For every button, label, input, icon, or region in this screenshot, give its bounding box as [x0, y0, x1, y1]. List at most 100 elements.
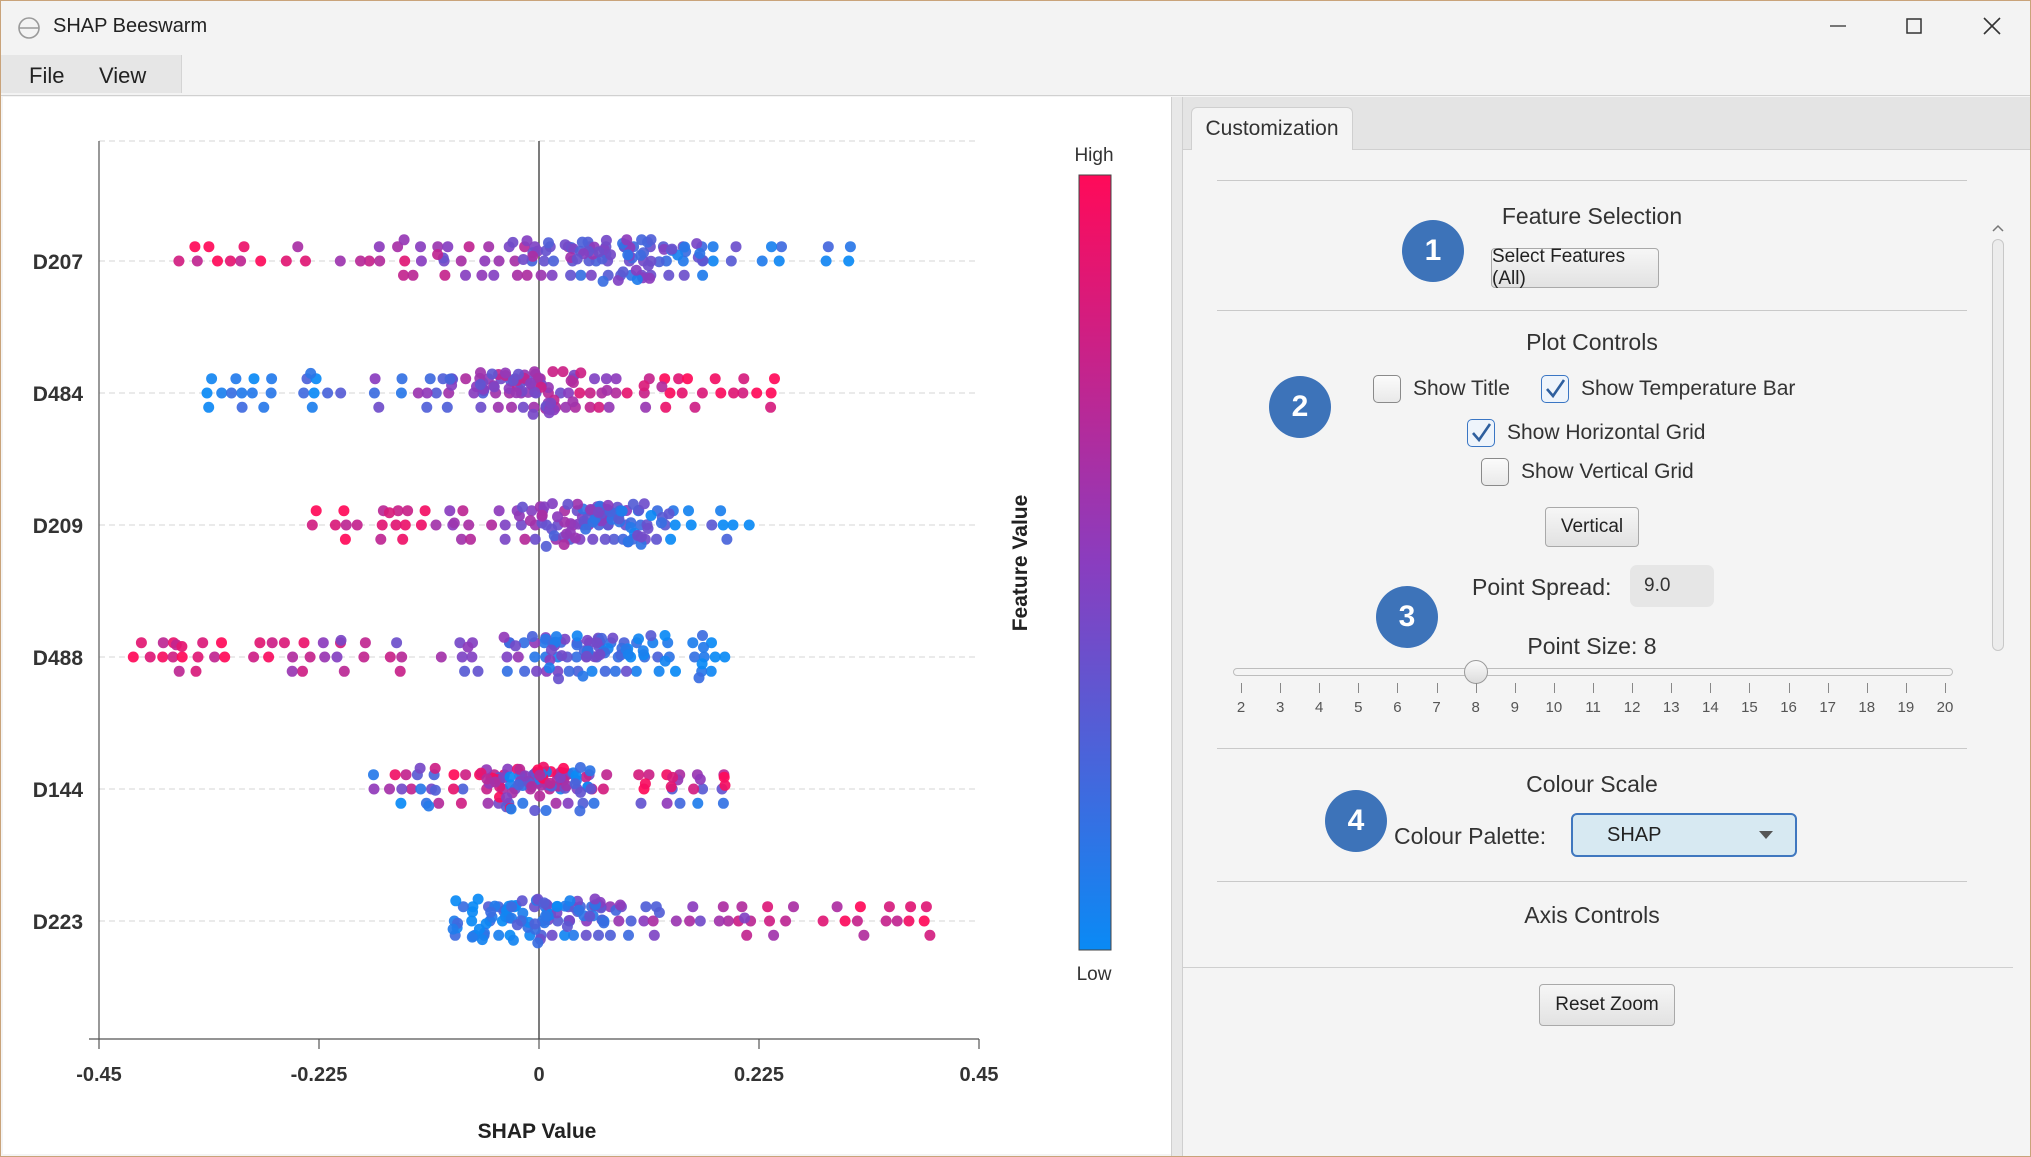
customization-scroll-area[interactable]: Feature Selection 1 Select Features (All…: [1183, 149, 2013, 967]
app-icon: [18, 17, 40, 39]
point-spread-input[interactable]: 9.0: [1630, 565, 1714, 607]
data-point: [176, 651, 188, 663]
slider-tick-label: 20: [1936, 699, 1954, 716]
close-button[interactable]: [1957, 1, 2027, 51]
data-point: [715, 505, 727, 517]
data-point: [235, 255, 247, 267]
data-point: [212, 255, 223, 267]
data-point: [883, 901, 895, 913]
data-point: [738, 373, 750, 385]
beeswarm-chart[interactable]: -0.45 -0.225 0 0.225 0.45 D207 D484 D209 D488 D1…: [3, 97, 1171, 1154]
select-features-button[interactable]: Select Features (All): [1491, 246, 1659, 289]
show-vertical-grid-checkbox[interactable]: Show Vertical Grid: [1481, 458, 1694, 486]
data-point: [519, 665, 531, 677]
data-point: [843, 255, 855, 267]
scrollbar-thumb[interactable]: [1992, 239, 2004, 651]
data-point: [705, 665, 717, 677]
data-point: [780, 915, 792, 927]
data-point: [201, 387, 213, 399]
data-point: [817, 915, 829, 927]
data-point: [552, 511, 563, 523]
plot-pane[interactable]: -0.45 -0.225 0 0.225 0.45 D207 D484 D209 D488 D1…: [3, 97, 1171, 1154]
data-point: [678, 269, 690, 281]
data-point: [769, 373, 780, 385]
data-point: [639, 778, 651, 790]
data-point: [621, 234, 633, 246]
data-point: [368, 387, 380, 399]
data-point: [448, 783, 459, 795]
data-point: [216, 637, 227, 649]
checkbox-box[interactable]: [1373, 375, 1401, 403]
data-point: [584, 765, 596, 777]
orientation-button[interactable]: Vertical: [1545, 507, 1639, 547]
show-horizontal-grid-checkbox[interactable]: Show Horizontal Grid: [1467, 419, 1705, 447]
data-point: [670, 915, 682, 927]
data-point: [683, 505, 694, 517]
data-point: [474, 379, 486, 390]
data-point: [457, 901, 469, 913]
data-point: [192, 651, 204, 663]
split-divider[interactable]: [1171, 97, 1183, 1156]
data-point: [415, 783, 427, 795]
data-point: [610, 387, 622, 399]
checkbox-box[interactable]: [1541, 375, 1569, 403]
point-size-slider-thumb[interactable]: [1463, 660, 1488, 684]
data-point: [593, 401, 605, 413]
slider-tick-label: 18: [1858, 699, 1876, 716]
maximize-button[interactable]: [1879, 1, 1949, 51]
menu-strip: File View: [1, 55, 182, 93]
slider-tick-label: 4: [1315, 699, 1324, 716]
data-point: [920, 901, 932, 913]
data-point: [538, 897, 550, 909]
minimize-icon: [1830, 25, 1846, 27]
data-point: [498, 631, 510, 643]
data-point: [483, 241, 495, 253]
data-point: [822, 241, 834, 253]
data-point: [395, 387, 407, 399]
menu-view[interactable]: View: [99, 63, 147, 88]
minimize-button[interactable]: [1803, 1, 1873, 51]
data-point: [574, 805, 586, 817]
data-point: [698, 641, 709, 653]
data-point: [599, 533, 611, 545]
slider-tick-label: 3: [1275, 699, 1285, 716]
data-point: [127, 651, 139, 663]
data-point: [526, 781, 538, 793]
checkbox-box[interactable]: [1467, 419, 1495, 447]
data-point: [518, 637, 530, 649]
data-point: [737, 387, 749, 399]
show-temperature-bar-checkbox[interactable]: Show Temperature Bar: [1541, 375, 1795, 403]
data-point: [481, 773, 493, 785]
checkbox-box[interactable]: [1481, 458, 1509, 486]
data-point: [519, 533, 531, 545]
data-point: [580, 523, 592, 535]
vertical-scrollbar[interactable]: [1989, 221, 2007, 967]
colour-palette-select[interactable]: SHAP: [1571, 813, 1797, 857]
show-horizontal-grid-label: Show Horizontal Grid: [1507, 421, 1706, 444]
tab-customization[interactable]: Customization: [1191, 107, 1353, 150]
data-point: [335, 634, 347, 646]
data-point: [727, 519, 739, 531]
data-point: [298, 637, 310, 649]
data-point: [519, 770, 531, 782]
data-point: [359, 637, 371, 649]
slider-tick: [1319, 683, 1321, 693]
data-point: [432, 249, 444, 260]
data-point: [444, 505, 456, 517]
data-point: [396, 373, 408, 385]
data-point: [600, 234, 612, 246]
data-point: [394, 665, 406, 677]
data-point: [524, 515, 536, 527]
menu-file[interactable]: File: [29, 63, 65, 88]
data-point: [709, 651, 721, 663]
data-point: [563, 387, 574, 399]
data-point: [765, 401, 777, 413]
slider-tick: [1749, 683, 1751, 693]
data-point: [384, 783, 395, 795]
feature-label: D207: [33, 251, 83, 274]
reset-zoom-button[interactable]: Reset Zoom: [1539, 984, 1675, 1026]
point-size-slider-track[interactable]: [1233, 668, 1953, 676]
show-title-checkbox[interactable]: Show Title: [1373, 375, 1510, 403]
data-point: [599, 665, 611, 677]
scroll-up-icon[interactable]: [1989, 221, 2007, 235]
